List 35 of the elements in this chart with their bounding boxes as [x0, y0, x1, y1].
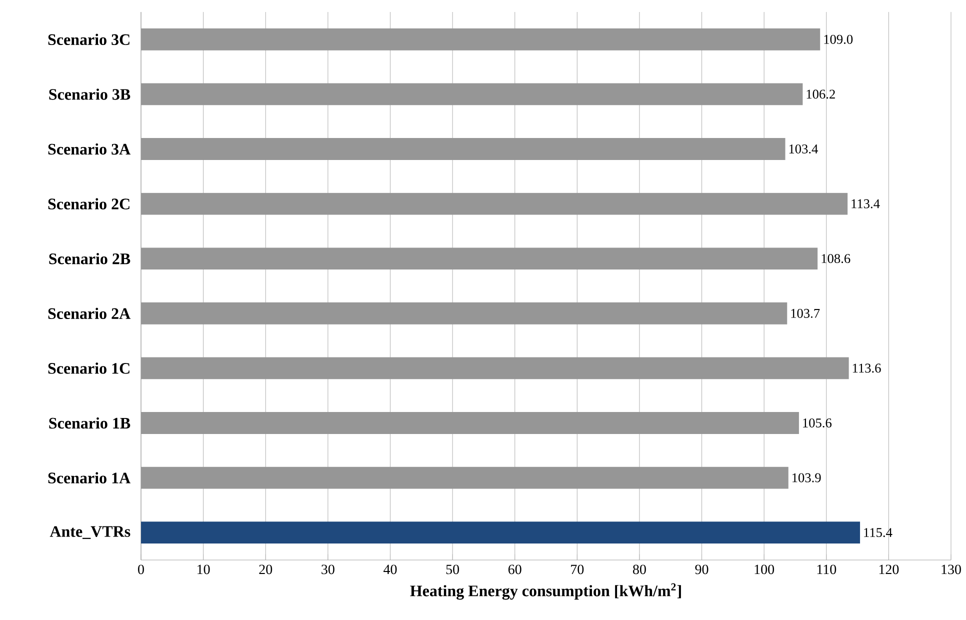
- data-label: 108.6: [822, 254, 850, 264]
- x-tick-label: 120: [879, 564, 899, 574]
- y-tick-label: Scenario 2C: [48, 198, 130, 210]
- y-tick-label: Scenario 1B: [49, 417, 130, 429]
- x-tick-label: 40: [384, 564, 397, 574]
- data-label: 106.2: [806, 90, 835, 99]
- x-tick-label: 60: [508, 564, 522, 574]
- x-tick-label: 10: [198, 564, 210, 574]
- data-label: 113.4: [852, 199, 880, 208]
- x-tick-label: 0: [138, 564, 144, 574]
- x-tick-label: 20: [259, 564, 272, 574]
- x-tick-label: 70: [571, 564, 584, 574]
- x-tick-label: 30: [322, 564, 334, 574]
- y-tick-label: Scenario 2B: [49, 252, 130, 264]
- y-tick-label: Scenario 3A: [48, 143, 130, 155]
- x-axis-title: Heating Energy consumption [kWh/m$^{2}$]: [410, 583, 681, 600]
- x-tick-label: 130: [942, 564, 961, 574]
- data-label: 109.0: [824, 34, 853, 44]
- y-tick-label: Scenario 3B: [49, 88, 130, 100]
- x-tick-label: 100: [754, 564, 774, 574]
- y-tick-label: Scenario 3C: [48, 34, 130, 46]
- x-tick-label: 90: [695, 564, 708, 574]
- x-tick-label: 110: [817, 564, 836, 574]
- data-label: 103.9: [792, 473, 821, 482]
- x-tick-label: 50: [446, 564, 460, 574]
- y-tick-label: Ante_VTRs: [50, 526, 130, 539]
- y-tick-label: Scenario 1C: [48, 362, 130, 374]
- y-tick-label: Scenario 1A: [48, 472, 130, 484]
- x-tick-label: 80: [632, 564, 646, 574]
- y-tick-label: Scenario 2A: [48, 308, 130, 320]
- data-label: 115.4: [864, 528, 892, 538]
- data-label: 113.6: [852, 364, 881, 373]
- data-label: 103.7: [791, 308, 820, 318]
- data-label: 105.6: [803, 418, 832, 428]
- data-label: 103.4: [789, 144, 818, 154]
